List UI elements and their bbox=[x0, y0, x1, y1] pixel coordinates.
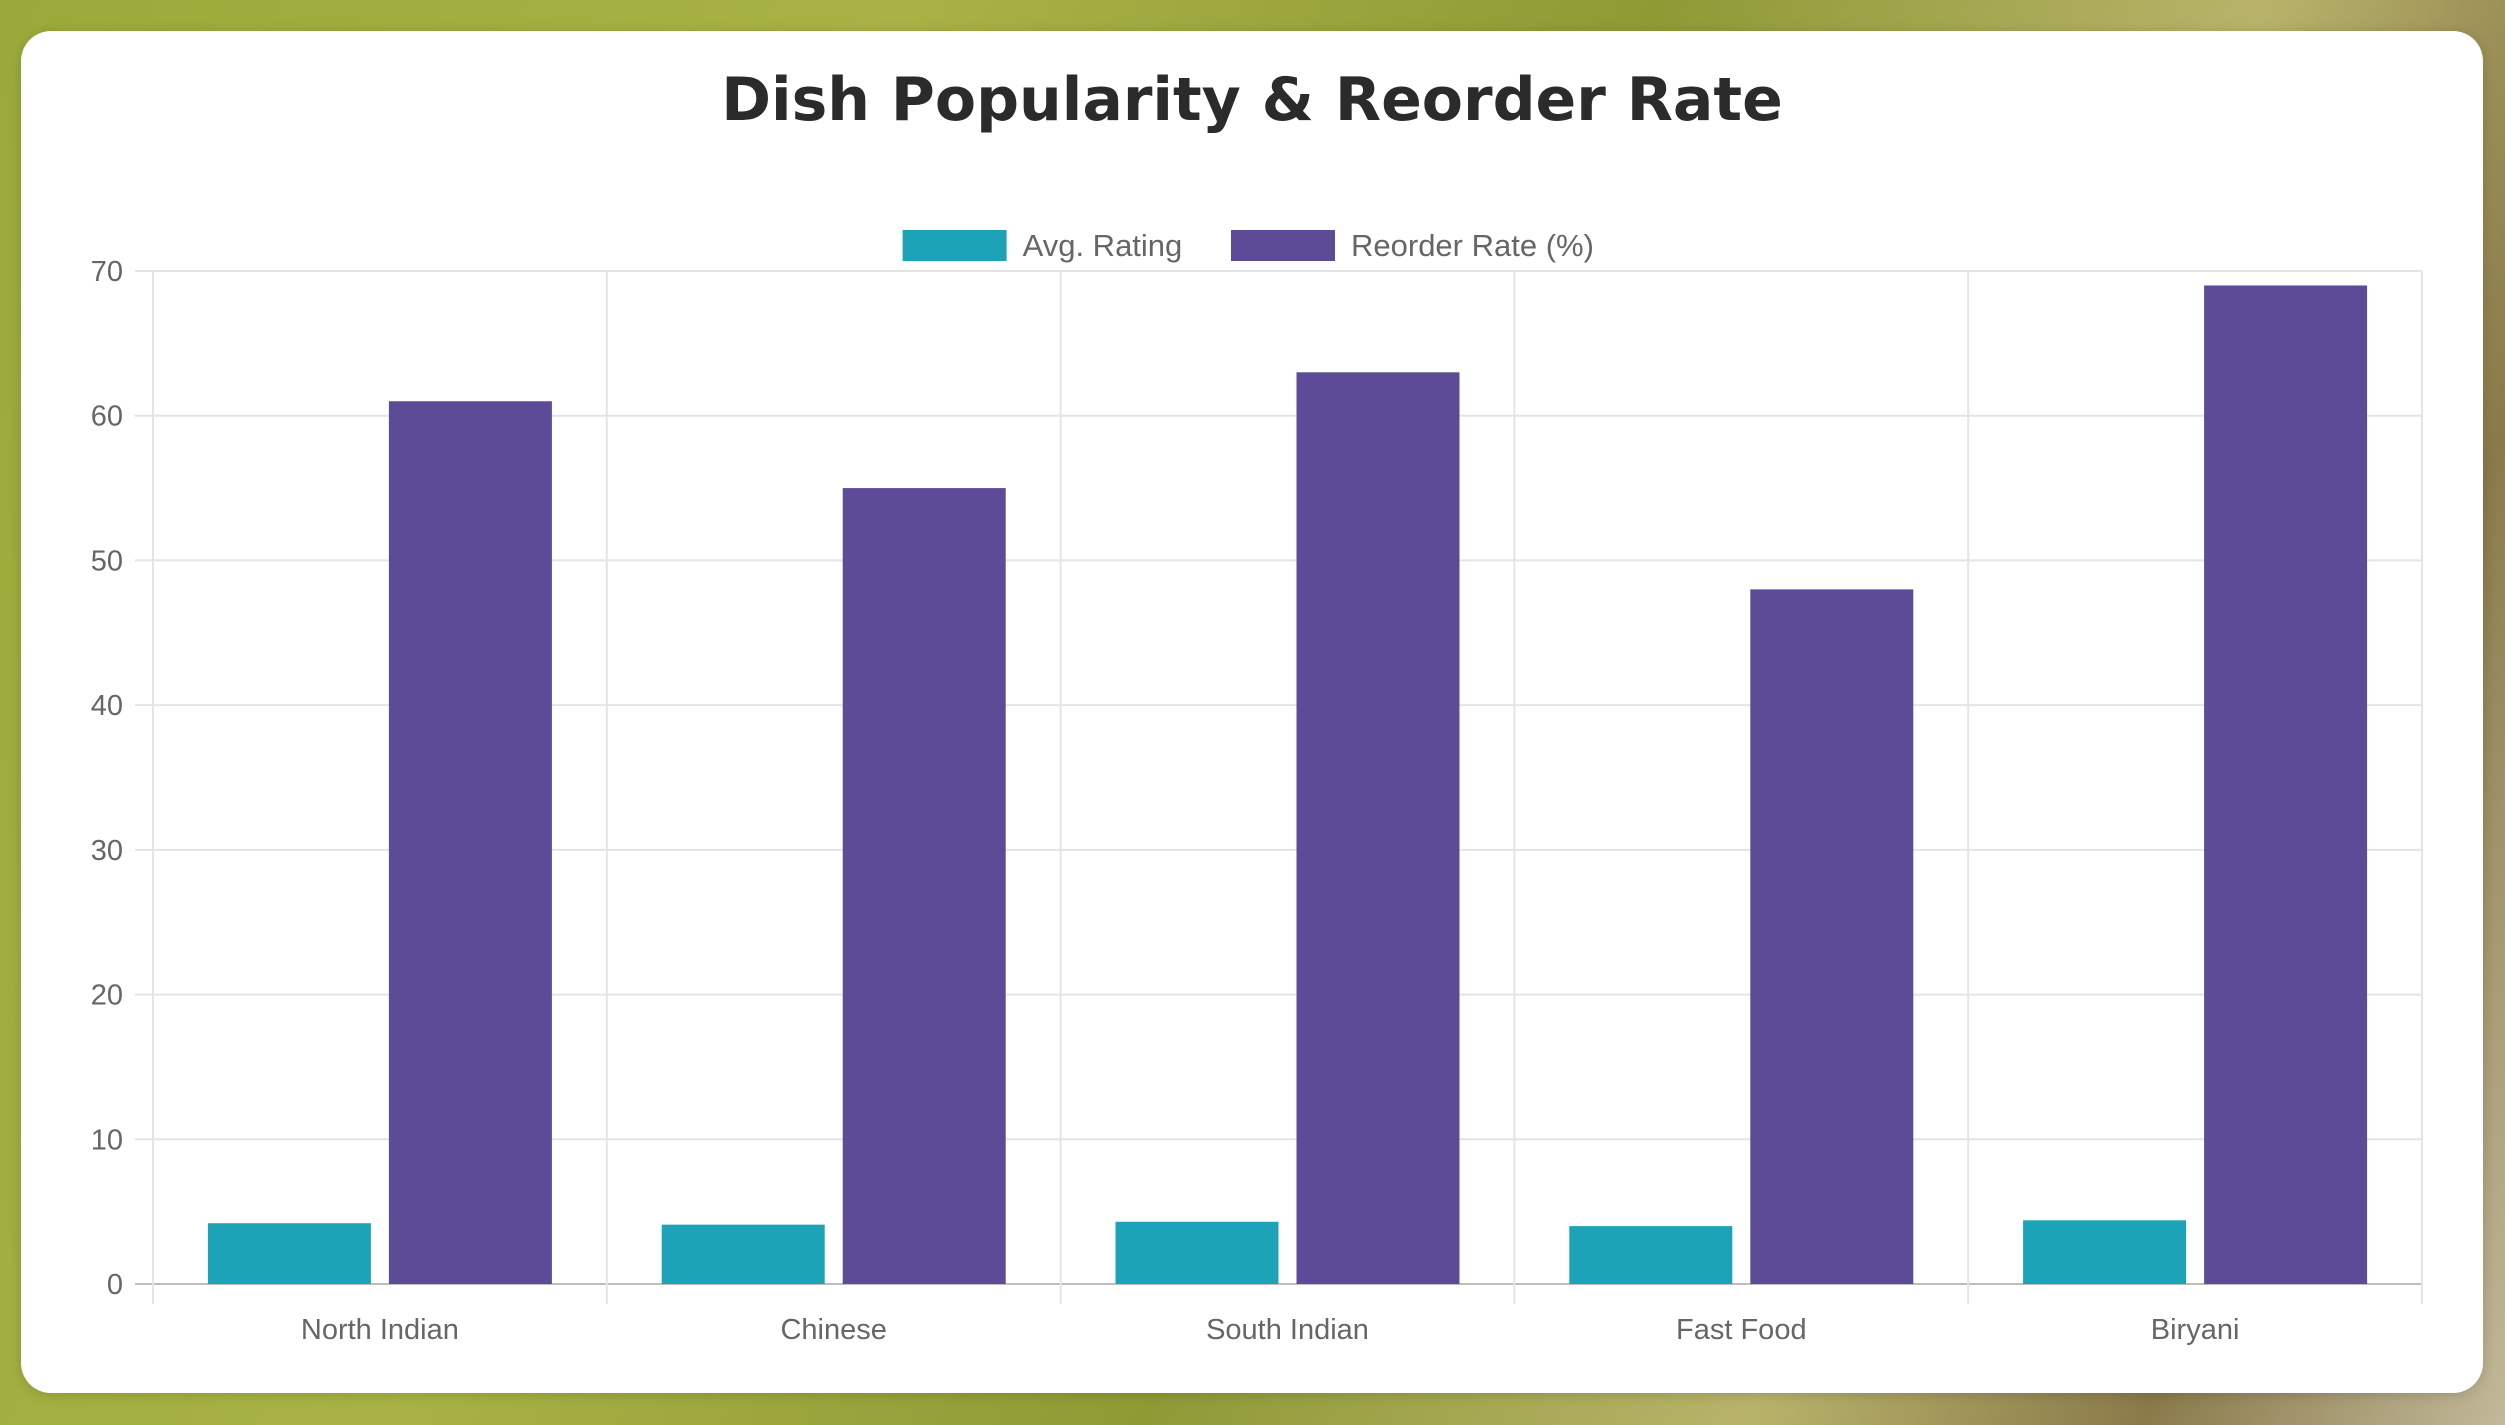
bar-reorder-rate[interactable] bbox=[388, 401, 552, 1284]
bar-avg-rating[interactable] bbox=[661, 1224, 825, 1284]
bar-reorder-rate[interactable] bbox=[1750, 589, 1914, 1284]
chart-title: Dish Popularity & Reorder Rate bbox=[721, 65, 1783, 135]
x-tick-label: Biryani bbox=[2151, 1314, 2240, 1346]
legend-label[interactable]: Reorder Rate (%) bbox=[1351, 228, 1594, 263]
y-tick-label: 10 bbox=[91, 1124, 123, 1156]
bar-reorder-rate[interactable] bbox=[842, 488, 1006, 1285]
legend-label[interactable]: Avg. Rating bbox=[1023, 228, 1183, 263]
bar-reorder-rate[interactable] bbox=[1296, 372, 1460, 1284]
y-tick-label: 40 bbox=[91, 690, 123, 722]
y-tick-label: 60 bbox=[91, 401, 123, 433]
x-tick-label: Chinese bbox=[780, 1314, 886, 1346]
bar-chart: 0 10 20 30 40 50 60 70 North Indian Chinese South … bbox=[91, 228, 2423, 1346]
y-tick-label: 70 bbox=[91, 256, 123, 288]
legend-swatch[interactable] bbox=[902, 230, 1007, 261]
legend-swatch[interactable] bbox=[1231, 230, 1335, 261]
y-tick-label: 50 bbox=[91, 545, 123, 577]
bar-avg-rating[interactable] bbox=[2023, 1220, 2187, 1284]
y-tick-label: 0 bbox=[107, 1269, 123, 1301]
x-tick-label: Fast Food bbox=[1676, 1314, 1807, 1346]
bar-reorder-rate[interactable] bbox=[2204, 285, 2368, 1284]
chart-card: Dish Popularity & Reorder Rate 0 10 20 30 40… bbox=[21, 31, 2483, 1393]
x-tick-label: North Indian bbox=[301, 1314, 459, 1346]
bar-avg-rating[interactable] bbox=[207, 1223, 371, 1284]
y-tick-label: 30 bbox=[91, 835, 123, 867]
x-tick-label: South Indian bbox=[1206, 1314, 1369, 1346]
bar-avg-rating[interactable] bbox=[1115, 1221, 1279, 1284]
y-tick-label: 20 bbox=[91, 980, 123, 1012]
bar-avg-rating[interactable] bbox=[1569, 1226, 1733, 1284]
